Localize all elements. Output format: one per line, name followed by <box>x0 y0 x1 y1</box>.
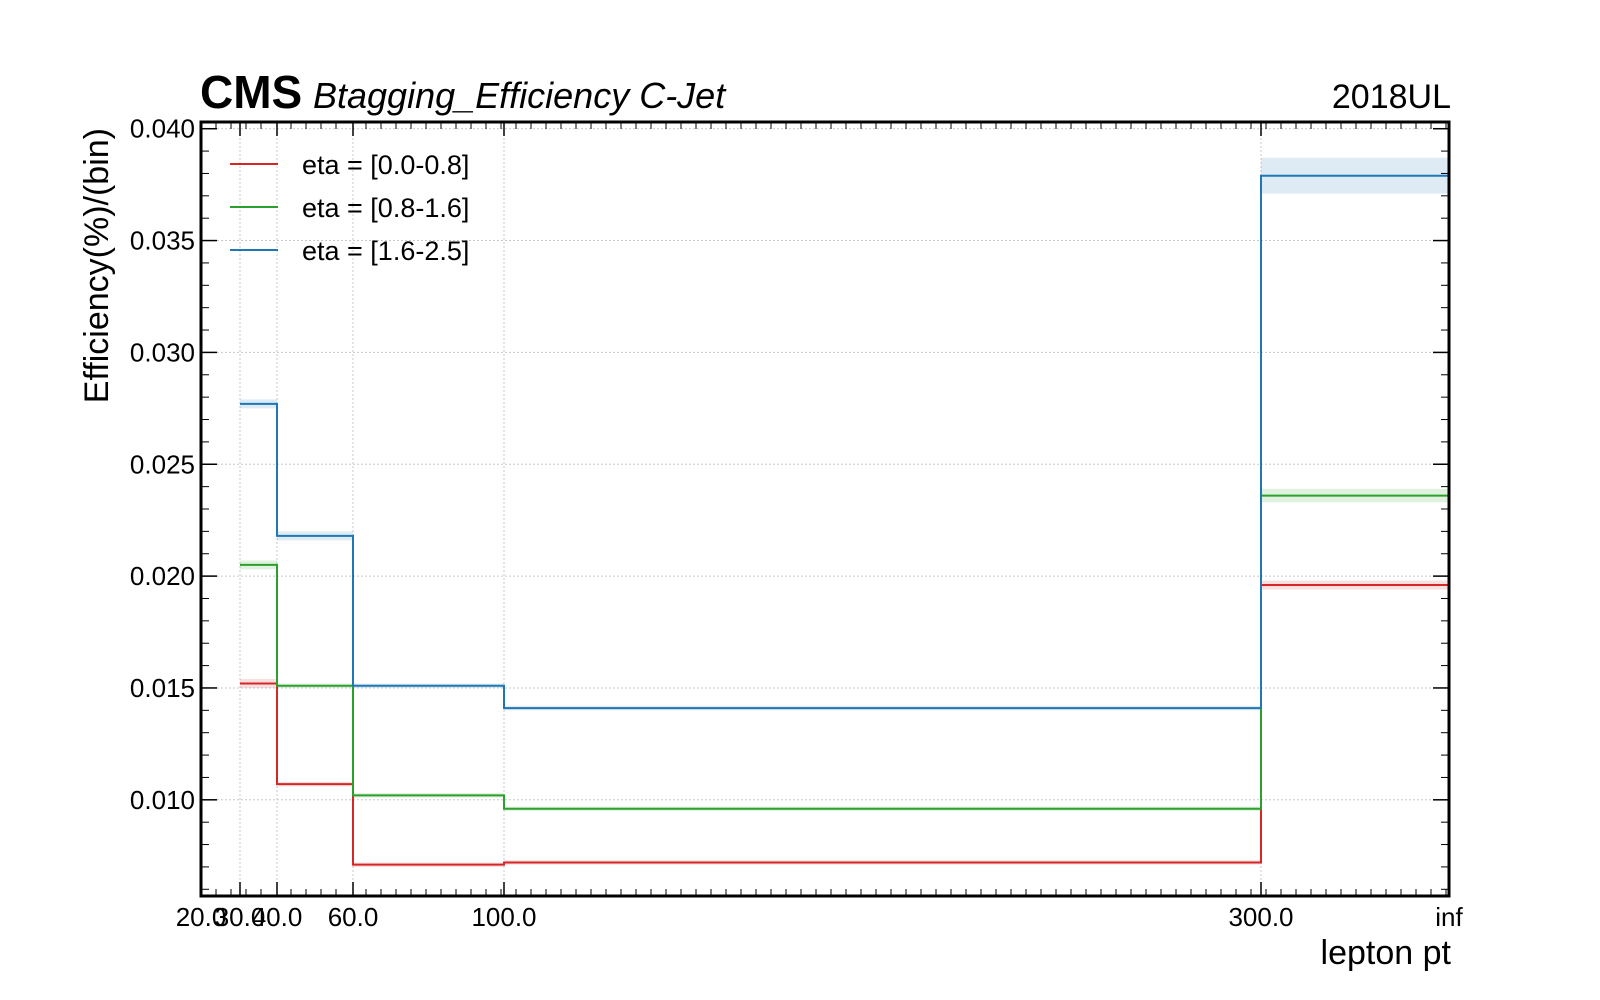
legend-entry: eta = [0.8-1.6] <box>302 193 469 223</box>
y-tick-label: 0.035 <box>130 226 195 256</box>
y-tick-label: 0.025 <box>130 449 195 479</box>
y-tick-label: 0.040 <box>130 114 195 144</box>
experiment-label: CMS <box>200 66 302 118</box>
legend-entry: eta = [1.6-2.5] <box>302 236 469 266</box>
x-tick-label: 60.0 <box>328 902 379 932</box>
x-tick-label: 30.0 <box>215 902 266 932</box>
series-lines <box>240 174 1449 866</box>
axis-ticks <box>200 122 1450 896</box>
series-line <box>240 584 1449 866</box>
x-axis-label: lepton pt <box>1321 934 1452 972</box>
y-axis-label: Efficiency(%)/(bin) <box>78 128 116 403</box>
x-tick-label: 300.0 <box>1228 902 1293 932</box>
x-tick-label: 100.0 <box>471 902 536 932</box>
y-tick-label: 0.010 <box>130 785 195 815</box>
chart-title: Btagging_Efficiency C-Jet <box>313 75 727 116</box>
legend: eta = [0.0-0.8] eta = [0.8-1.6] eta = [1.6… <box>230 150 469 266</box>
series-line <box>240 174 1449 710</box>
y-tick-label: 0.020 <box>130 561 195 591</box>
top-right-label: 2018UL <box>1332 78 1451 116</box>
x-tick-labels: 20.030.040.0 60.0 100.0 300.0 inf <box>176 902 1464 932</box>
series-line <box>240 494 1449 810</box>
y-tick-label: 0.030 <box>130 337 195 367</box>
x-tick-label: inf <box>1435 902 1463 932</box>
y-tick-labels: 0.010 0.015 0.020 0.025 0.030 0.035 0.040 <box>130 114 195 815</box>
legend-entry: eta = [0.0-0.8] <box>302 150 469 180</box>
y-tick-label: 0.015 <box>130 673 195 703</box>
x-tick-label: 20.0 <box>176 902 227 932</box>
x-tick-label: 40.0 <box>252 902 303 932</box>
